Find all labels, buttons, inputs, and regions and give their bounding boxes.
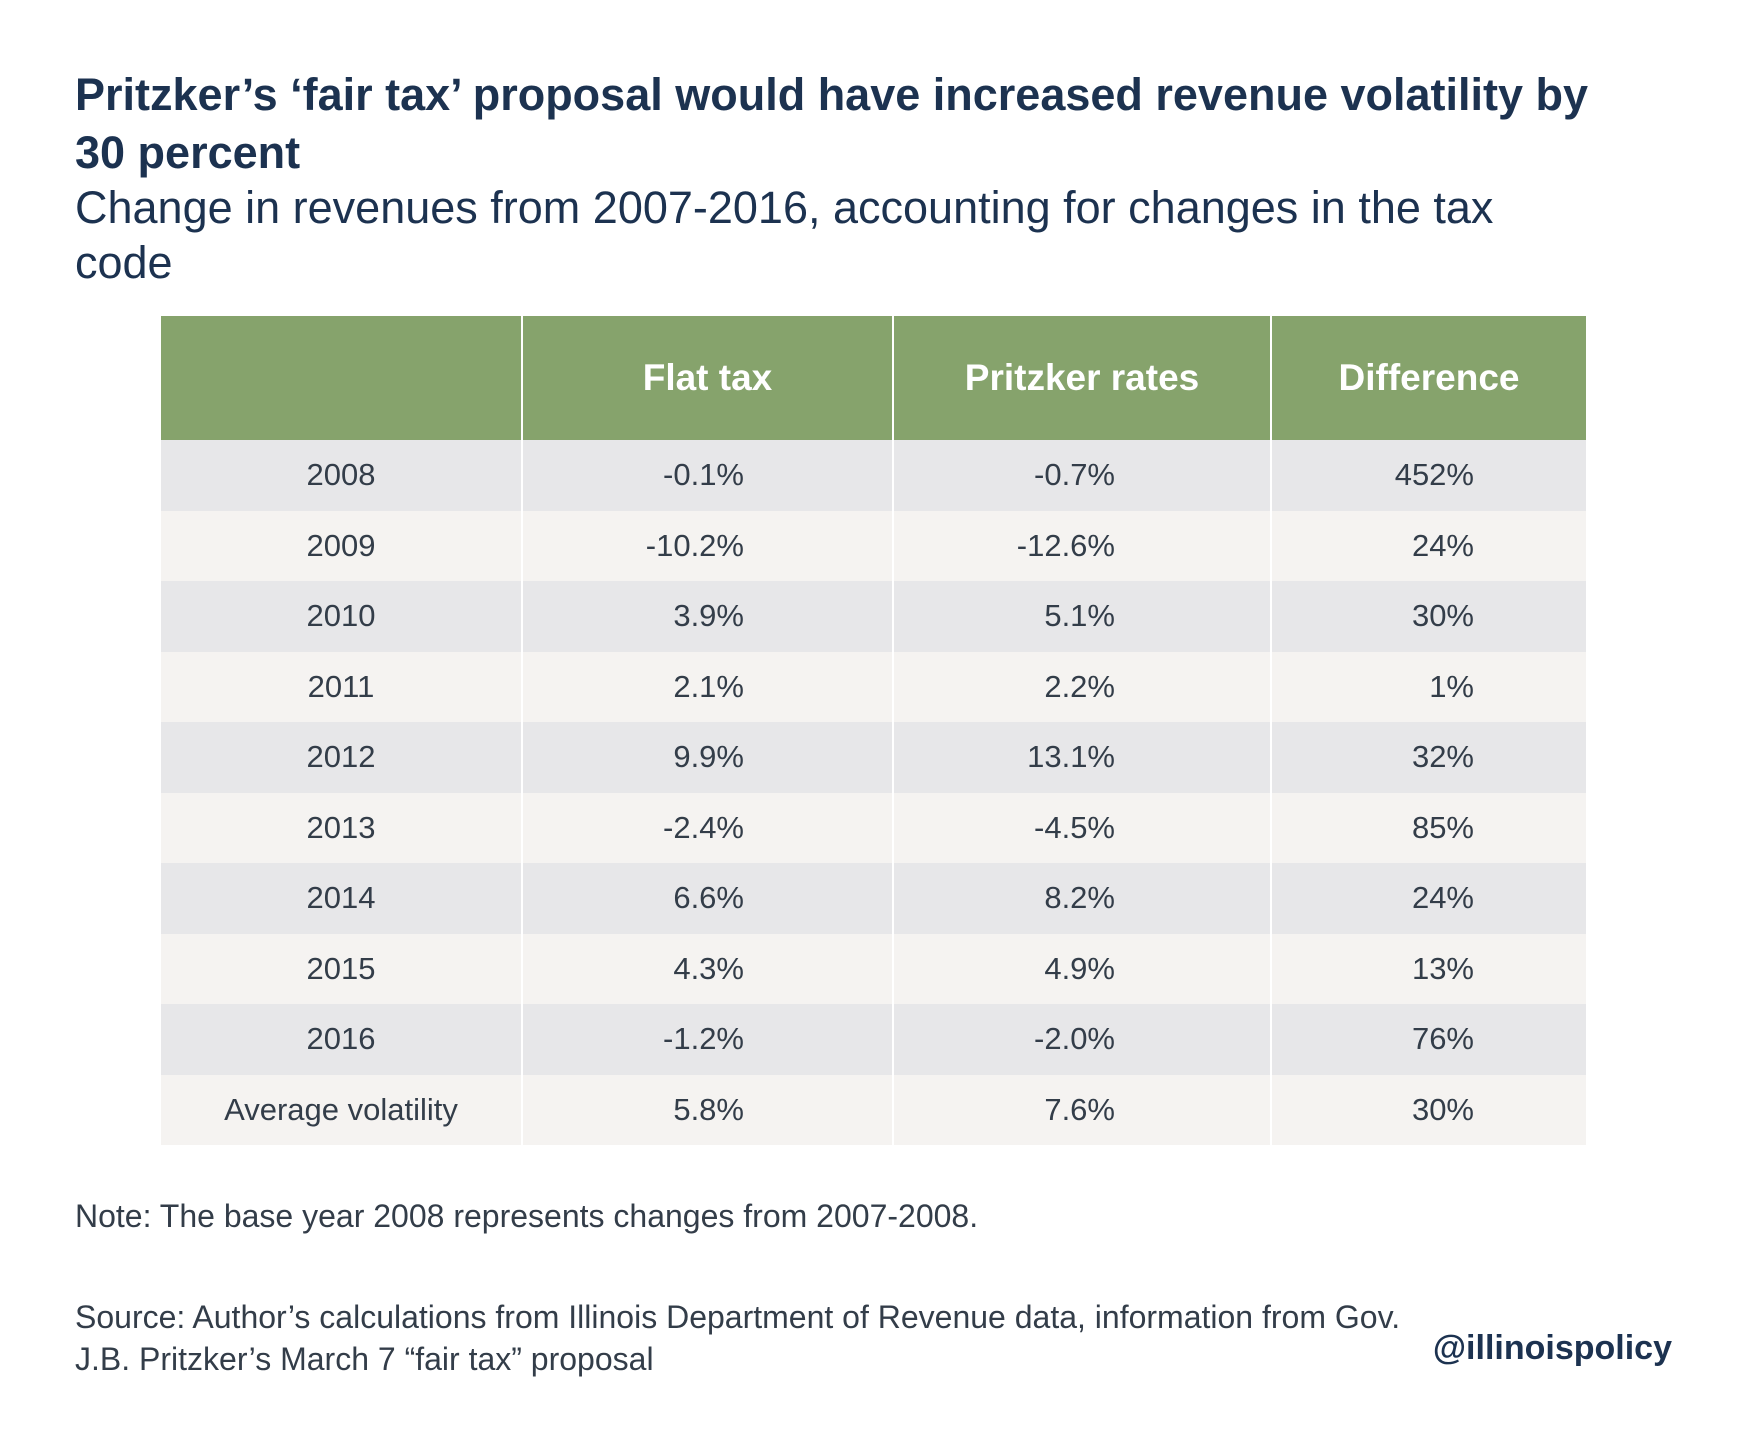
flat-tax-value: -1.2% — [522, 1004, 894, 1075]
row-label: 2009 — [161, 510, 523, 581]
difference-value: 30% — [1271, 1074, 1586, 1145]
row-label: 2015 — [161, 933, 523, 1004]
header-pritzker-rates: Pritzker rates — [893, 316, 1272, 440]
difference-value: 76% — [1271, 1004, 1586, 1075]
difference-value: 85% — [1271, 792, 1586, 863]
table-row: 2012 9.9% 13.1% 32% — [161, 722, 1586, 793]
pritzker-rate-value: 8.2% — [893, 863, 1272, 934]
row-label: Average volatility — [161, 1074, 523, 1145]
difference-value: 24% — [1271, 510, 1586, 581]
pritzker-rate-value: 4.9% — [893, 933, 1272, 1004]
difference-value: 24% — [1271, 863, 1586, 934]
pritzker-rate-value: -0.7% — [893, 440, 1272, 511]
table-row: 2014 6.6% 8.2% 24% — [161, 863, 1586, 934]
table-row: 2011 2.1% 2.2% 1% — [161, 651, 1586, 722]
table-row: 2008 -0.1% -0.7% 452% — [161, 440, 1586, 511]
table-row: 2015 4.3% 4.9% 13% — [161, 933, 1586, 1004]
flat-tax-value: -10.2% — [522, 510, 894, 581]
row-label: 2013 — [161, 792, 523, 863]
source-note: Source: Author’s calculations from Illin… — [75, 1299, 1401, 1377]
row-label: 2012 — [161, 722, 523, 793]
pritzker-rate-value: 13.1% — [893, 722, 1272, 793]
flat-tax-value: 4.3% — [522, 933, 894, 1004]
table-body: 2008 -0.1% -0.7% 452% 2009 -10.2% -12.6% 24% 201… — [161, 440, 1586, 1145]
pritzker-rate-value: 7.6% — [893, 1074, 1272, 1145]
header-year — [161, 316, 523, 440]
table-header-row: Flat tax Pritzker rates Difference — [161, 316, 1586, 440]
pritzker-rate-value: -2.0% — [893, 1004, 1272, 1075]
table-row: 2010 3.9% 5.1% 30% — [161, 581, 1586, 652]
header-flat-tax: Flat tax — [522, 316, 894, 440]
difference-value: 32% — [1271, 722, 1586, 793]
header-difference: Difference — [1271, 316, 1586, 440]
volatility-table: Flat tax Pritzker rates Difference 2008-… — [161, 316, 1586, 1145]
pritzker-rate-value: -12.6% — [893, 510, 1272, 581]
brand-handle: @illinoispolicy — [1432, 1329, 1672, 1367]
table-row: 2009 -10.2% -12.6% 24% — [161, 510, 1586, 581]
difference-value: 13% — [1271, 933, 1586, 1004]
flat-tax-value: -2.4% — [522, 792, 894, 863]
difference-value: 30% — [1271, 581, 1586, 652]
difference-value: 452% — [1271, 440, 1586, 511]
flat-tax-value: 9.9% — [522, 722, 894, 793]
row-label: 2014 — [161, 863, 523, 934]
table-row: 2016 -1.2% -2.0% 76% — [161, 1004, 1586, 1075]
pritzker-rate-value: 2.2% — [893, 651, 1272, 722]
difference-value: 1% — [1271, 651, 1586, 722]
chart-title: Pritzker’s ‘fair tax’ proposal would hav… — [75, 69, 1589, 178]
row-label: 2016 — [161, 1004, 523, 1075]
row-label: 2010 — [161, 581, 523, 652]
footnote: Note: The base year 2008 represents chan… — [75, 1198, 979, 1234]
pritzker-rate-value: -4.5% — [893, 792, 1272, 863]
row-label: 2008 — [161, 440, 523, 511]
pritzker-rate-value: 5.1% — [893, 581, 1272, 652]
flat-tax-value: -0.1% — [522, 440, 894, 511]
flat-tax-value: 3.9% — [522, 581, 894, 652]
chart-subtitle: Change in revenues from 2007-2016, accou… — [75, 182, 1494, 288]
table-row: 2013 -2.4% -4.5% 85% — [161, 792, 1586, 863]
flat-tax-value: 5.8% — [522, 1074, 894, 1145]
table-row: Average volatility 5.8% 7.6% 30% — [161, 1074, 1586, 1145]
row-label: 2011 — [161, 651, 523, 722]
flat-tax-value: 6.6% — [522, 863, 894, 934]
flat-tax-value: 2.1% — [522, 651, 894, 722]
